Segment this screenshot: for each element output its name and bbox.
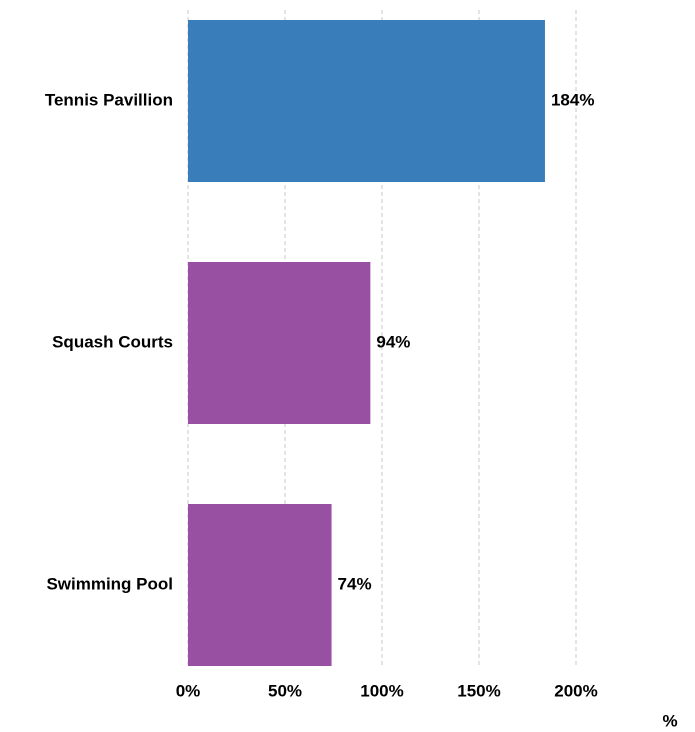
x-tick-label: 150% (457, 681, 500, 700)
bar (188, 262, 371, 424)
x-tick-label: 100% (360, 681, 403, 700)
y-tick-label: Squash Courts (52, 332, 173, 351)
value-label: 94% (376, 332, 410, 351)
x-tick-label: 0% (176, 681, 201, 700)
x-tick-label: 200% (554, 681, 597, 700)
value-label: 74% (338, 574, 372, 593)
x-tick-label: 50% (268, 681, 302, 700)
bar (188, 20, 545, 182)
bar (188, 504, 332, 666)
x-axis-label: % (662, 711, 677, 730)
y-tick-label: Swimming Pool (46, 574, 173, 593)
y-tick-label: Tennis Pavillion (45, 90, 173, 109)
value-label: 184% (551, 90, 594, 109)
